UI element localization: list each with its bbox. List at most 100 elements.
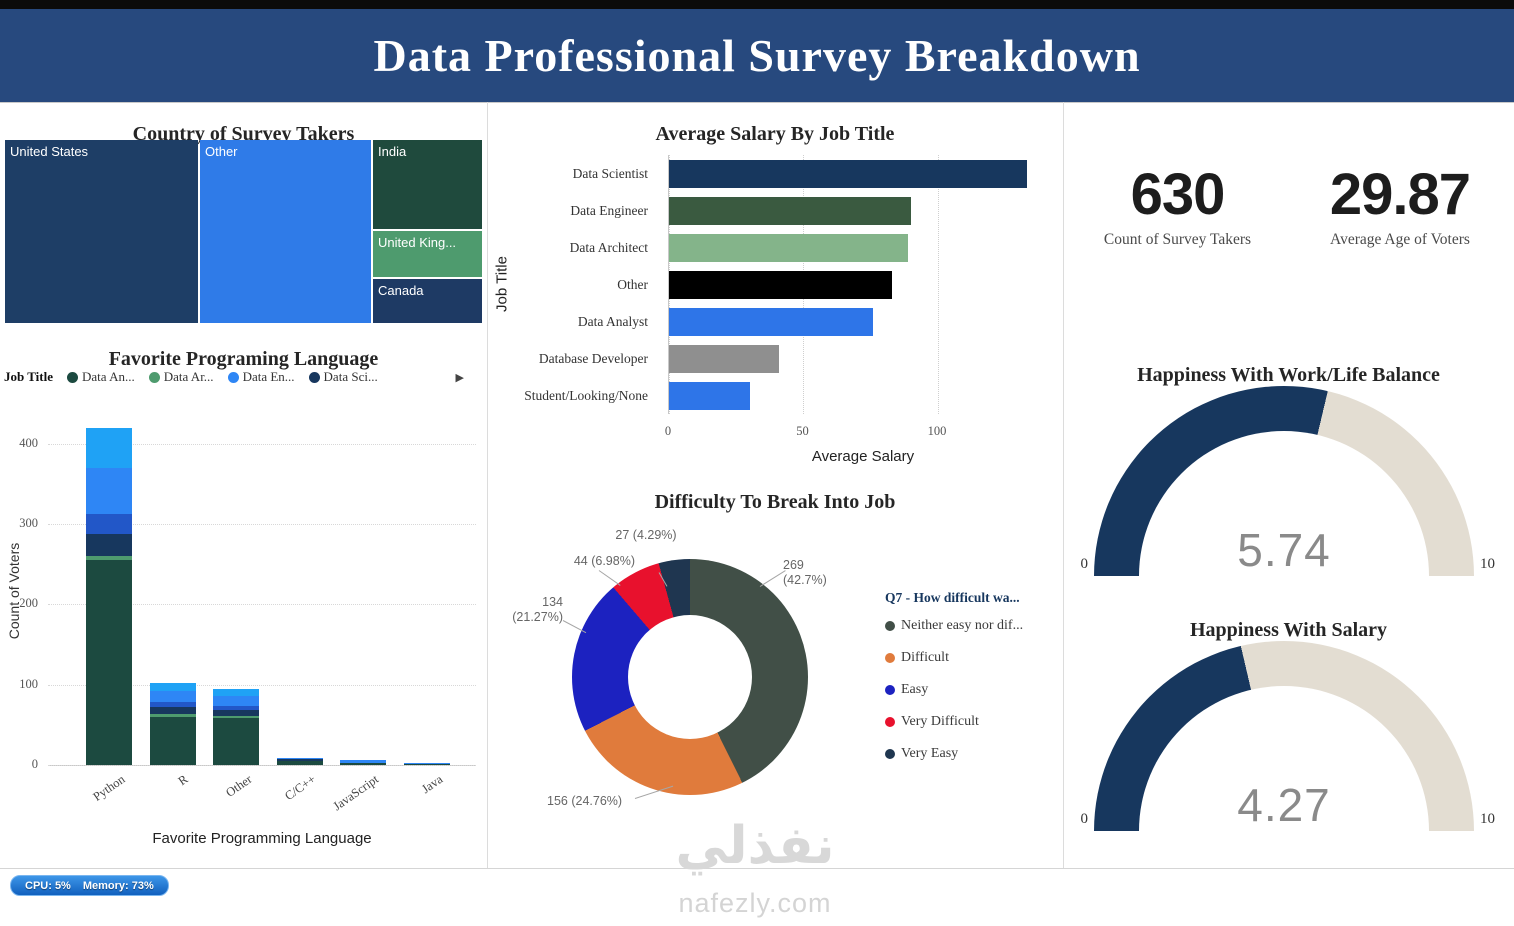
- salary-category-label: Database Developer: [538, 350, 648, 366]
- y-gridline: [48, 524, 476, 526]
- kpi-label: Count of Survey Takers: [1103, 231, 1252, 248]
- salary-chart-x-axis-title: Average Salary: [811, 448, 915, 465]
- x-axis-tick-label: 100: [927, 424, 947, 438]
- salary-bar[interactable]: [669, 196, 912, 225]
- salary-chart-y-axis-title: Job Title: [493, 256, 511, 312]
- salary-bar[interactable]: [669, 270, 893, 299]
- bar-segment[interactable]: [276, 757, 323, 760]
- language-chart-y-axis-title: Count of Voters: [6, 542, 22, 640]
- kpi-average-age: 29.87 Average Age of Voters: [1300, 163, 1500, 249]
- bar-segment[interactable]: [276, 760, 323, 765]
- bar-segment[interactable]: [213, 718, 260, 765]
- kpi-value: 630: [1130, 162, 1226, 227]
- x-axis-category-label: JavaScript: [330, 772, 382, 814]
- bar-Python: Python: [86, 427, 132, 804]
- salary-bar[interactable]: [669, 381, 750, 410]
- legend-label: Easy: [901, 682, 929, 697]
- legend-dot-icon: [308, 371, 320, 383]
- y-gridline: [48, 604, 476, 606]
- gauge-min-label: 0: [1080, 811, 1089, 827]
- legend-scroll-right-icon[interactable]: ▶: [455, 371, 464, 384]
- bar-segment[interactable]: [276, 759, 323, 761]
- gauge-salary-title: Happiness With Salary: [1189, 618, 1388, 641]
- bar-segment[interactable]: [149, 702, 196, 708]
- treemap-block-united-states[interactable]: United States: [5, 140, 198, 323]
- legend-label: Very Difficult: [901, 714, 979, 729]
- y-axis-tick-label: 300: [19, 516, 38, 531]
- bar-segment[interactable]: [340, 763, 387, 765]
- donut-callout-very-difficult: 44 (6.98%): [573, 554, 635, 568]
- legend-item-very-difficult[interactable]: Very Difficult: [885, 714, 1060, 730]
- callout-leader-line: [759, 570, 786, 587]
- salary-bar[interactable]: [669, 159, 1027, 188]
- salary-bar[interactable]: [669, 344, 780, 373]
- legend-item[interactable]: Data Sci...: [308, 369, 378, 385]
- legend-label: Difficult: [901, 650, 949, 665]
- y-gridline: [48, 684, 476, 686]
- legend-items: Data An... Data Ar... Data En... Data Sci..…: [67, 369, 378, 385]
- treemap-block-other[interactable]: Other: [200, 140, 371, 323]
- treemap-block-label: United King...: [378, 235, 457, 250]
- gauge-value: 4.27: [1237, 779, 1331, 831]
- bar-segment[interactable]: [213, 706, 260, 711]
- treemap-block-canada[interactable]: Canada: [373, 279, 482, 323]
- donut-callout-neither: 269 (42.7%): [783, 558, 827, 587]
- bar-segment[interactable]: [213, 688, 260, 696]
- legend-item-easy[interactable]: Easy: [885, 682, 1060, 698]
- legend-item-neither[interactable]: Neither easy nor dif...: [885, 618, 1060, 634]
- bar-segment[interactable]: [86, 560, 132, 765]
- donut-legend-title: Q7 - How difficult wa...: [885, 590, 1020, 605]
- salary-bar[interactable]: [669, 307, 874, 336]
- x-axis-category-label: Other: [222, 772, 255, 800]
- bar-segment[interactable]: [213, 716, 260, 719]
- bar-segment[interactable]: [149, 707, 196, 714]
- kpi-label: Average Age of Voters: [1330, 231, 1470, 248]
- bar-segment[interactable]: [86, 427, 132, 468]
- salary-category-label: Data Scientist: [572, 165, 648, 181]
- bar-segment[interactable]: [86, 513, 132, 534]
- bar-segment[interactable]: [340, 760, 387, 764]
- language-chart-bars: Python R Other C/C++ JavaScript Java: [48, 418, 476, 813]
- bar-segment[interactable]: [149, 713, 196, 717]
- salary-row: [669, 377, 1059, 414]
- bar-segment[interactable]: [213, 710, 260, 717]
- legend-dot-icon: [885, 717, 895, 727]
- legend-item-very-easy[interactable]: Very Easy: [885, 746, 1060, 762]
- bar-segment[interactable]: [149, 683, 196, 692]
- x-gridline: [937, 155, 939, 414]
- treemap-title: Country of Survey Takers: [132, 122, 355, 145]
- salary-chart-title: Average Salary By Job Title: [655, 122, 895, 145]
- treemap-block-united-kingdom[interactable]: United King...: [373, 231, 482, 277]
- gauge-max-label: 10: [1480, 811, 1495, 827]
- bar-segment[interactable]: [149, 716, 196, 765]
- bar-segment[interactable]: [86, 533, 132, 557]
- watermark-site: nafezly.com: [678, 888, 832, 918]
- bar-segment[interactable]: [86, 556, 132, 561]
- bar-segment[interactable]: [403, 764, 450, 765]
- legend-label: Data Ar...: [163, 369, 214, 384]
- salary-row: [669, 155, 1059, 192]
- bar-segment[interactable]: [213, 695, 260, 707]
- salary-row: [669, 266, 1059, 303]
- bar-segment[interactable]: [86, 467, 132, 514]
- salary-row: [669, 303, 1059, 340]
- legend-item-difficult[interactable]: Difficult: [885, 650, 1060, 666]
- language-chart-y-axis: 0 100 200 300 400: [0, 418, 44, 771]
- bar-segment[interactable]: [149, 691, 196, 703]
- legend-item[interactable]: Data En...: [227, 369, 295, 385]
- bar-segment[interactable]: [403, 762, 450, 765]
- treemap-block-label: Canada: [378, 283, 424, 298]
- treemap-block-india[interactable]: India: [373, 140, 482, 229]
- language-chart-plot: Python R Other C/C++ JavaScript Java: [48, 418, 476, 813]
- legend-item[interactable]: Data Ar...: [148, 369, 214, 385]
- salary-chart-category-axis: Data Scientist Data Engineer Data Architec…: [487, 155, 658, 414]
- salary-chart-bars: [669, 155, 1059, 414]
- x-axis-category-label: R: [175, 772, 191, 789]
- gauge-salary-visual: 4.27: [1094, 641, 1474, 832]
- salary-bar[interactable]: [669, 233, 909, 262]
- gauge-min-label: 0: [1080, 556, 1089, 572]
- legend-item[interactable]: Data An...: [67, 369, 135, 385]
- legend-dot-icon: [885, 685, 895, 695]
- legend-label: Data En...: [242, 369, 295, 384]
- language-chart-title: Favorite Programing Language: [108, 347, 379, 370]
